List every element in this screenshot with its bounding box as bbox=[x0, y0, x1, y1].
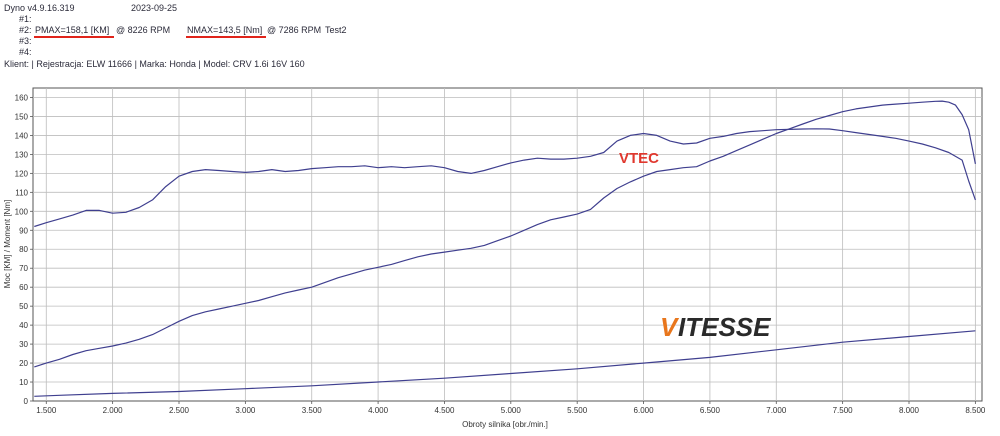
vtec-annotation: VTEC bbox=[619, 150, 659, 167]
grid bbox=[33, 88, 982, 401]
y-axis-title: Moc [KM] / Moment [Nm] bbox=[3, 200, 12, 288]
series-lines bbox=[34, 100, 976, 397]
logo-letters-itesse: ITESSE bbox=[678, 312, 771, 342]
y-axis-ticks: 0 10 20 30 40 50 60 70 80 90 100 110 120 130 140 150 160 bbox=[15, 93, 33, 406]
y-tick-label: 120 bbox=[15, 169, 29, 178]
x-tick-label: 4.000 bbox=[368, 406, 389, 415]
row2-test-name: Test2 bbox=[325, 25, 347, 35]
plot-area bbox=[32, 87, 983, 402]
y-tick-label: 90 bbox=[19, 226, 28, 235]
y-tick-label: 110 bbox=[15, 188, 28, 197]
y-tick-label: 150 bbox=[15, 112, 29, 121]
x-tick-label: 6.000 bbox=[634, 406, 655, 415]
row2-pmax-rpm: @ 8226 RPM bbox=[116, 25, 171, 35]
x-axis-ticks: 1.500 2.000 2.500 3.000 3.500 4.000 4.500 5.000… bbox=[36, 401, 986, 415]
x-tick-label: 7.500 bbox=[833, 406, 854, 415]
series-line-1 bbox=[34, 128, 976, 228]
x-tick-label: 4.500 bbox=[434, 406, 455, 415]
x-tick-label: 8.500 bbox=[965, 406, 986, 415]
row2-label: #2: bbox=[19, 25, 32, 35]
x-tick-label: 5.000 bbox=[501, 406, 522, 415]
y-tick-label: 140 bbox=[15, 131, 29, 140]
x-tick-label: 8.000 bbox=[899, 406, 920, 415]
series-line-2 bbox=[34, 100, 976, 368]
x-tick-label: 5.500 bbox=[567, 406, 588, 415]
y-tick-label: 30 bbox=[19, 340, 28, 349]
row2-nmax: NMAX=143,5 [Nm] bbox=[187, 25, 263, 35]
vitesse-logo: V ITESSE bbox=[660, 312, 771, 342]
x-tick-label: 3.500 bbox=[302, 406, 323, 415]
y-tick-label: 100 bbox=[15, 207, 29, 216]
y-tick-label: 50 bbox=[19, 302, 28, 311]
row4-label: #4: bbox=[19, 47, 32, 57]
y-tick-label: 20 bbox=[19, 359, 28, 368]
x-tick-label: 3.000 bbox=[235, 406, 256, 415]
pmax-underline bbox=[34, 36, 114, 38]
row2-nmax-rpm: @ 7286 RPM bbox=[267, 25, 322, 35]
y-tick-label: 130 bbox=[15, 150, 29, 159]
x-tick-label: 1.500 bbox=[36, 406, 57, 415]
y-tick-label: 60 bbox=[19, 283, 28, 292]
y-tick-label: 70 bbox=[19, 264, 28, 273]
row2-pmax: PMAX=158,1 [KM] bbox=[35, 25, 110, 35]
client-info-line: Klient: | Rejestracja: ELW 11666 | Marka… bbox=[4, 59, 305, 69]
y-tick-label: 0 bbox=[24, 397, 29, 406]
nmax-underline bbox=[186, 36, 266, 38]
row3-label: #3: bbox=[19, 36, 32, 46]
x-tick-label: 6.500 bbox=[700, 406, 721, 415]
x-tick-label: 2.000 bbox=[103, 406, 124, 415]
x-axis-title: Obroty silnika [obr./min.] bbox=[462, 420, 548, 429]
app-version: Dyno v4.9.16.319 bbox=[4, 3, 75, 13]
y-tick-label: 80 bbox=[19, 245, 28, 254]
row1-label: #1: bbox=[19, 14, 32, 24]
x-tick-label: 7.000 bbox=[766, 406, 787, 415]
x-tick-label: 2.500 bbox=[169, 406, 190, 415]
y-tick-label: 160 bbox=[15, 93, 29, 102]
series-line-3 bbox=[34, 330, 976, 397]
test-date: 2023-09-25 bbox=[131, 3, 178, 13]
y-tick-label: 40 bbox=[19, 321, 28, 330]
logo-letter-v: V bbox=[660, 312, 680, 342]
y-tick-label: 10 bbox=[19, 378, 28, 387]
